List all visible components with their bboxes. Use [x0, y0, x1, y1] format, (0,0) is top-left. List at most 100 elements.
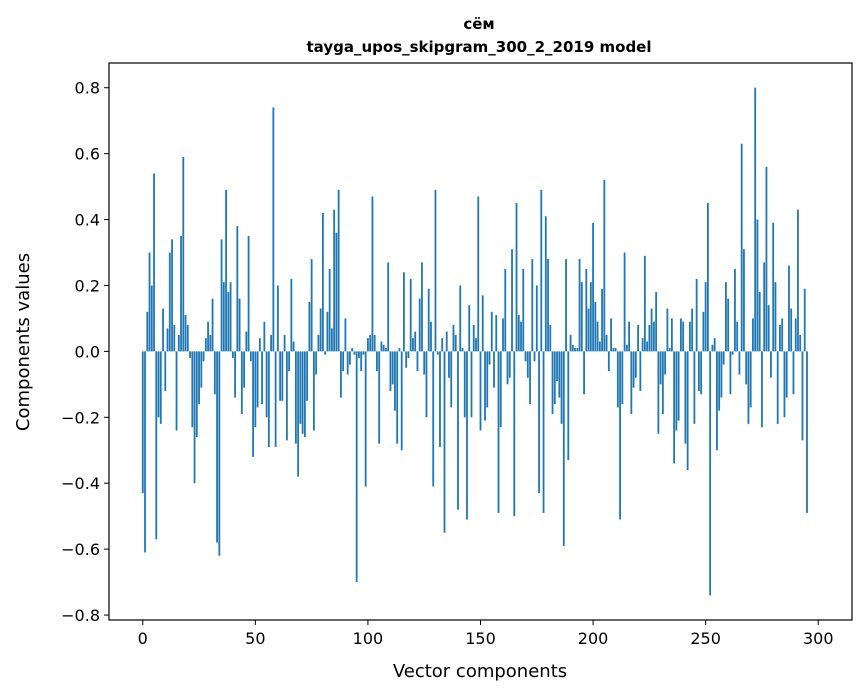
bar	[382, 344, 385, 352]
bar	[479, 351, 482, 431]
bar	[520, 321, 522, 352]
bar	[475, 338, 477, 352]
bar	[648, 325, 651, 352]
bar	[495, 315, 498, 352]
x-tick-label: 250	[690, 629, 721, 648]
bar	[684, 351, 687, 444]
bar	[544, 216, 547, 352]
bar	[247, 236, 250, 352]
bar	[308, 301, 311, 352]
bar	[493, 351, 495, 388]
bar	[148, 252, 151, 352]
bar	[441, 338, 444, 352]
bar	[511, 249, 513, 352]
bar	[767, 305, 770, 352]
bar	[610, 318, 612, 352]
bar	[150, 285, 153, 352]
bar	[416, 351, 419, 372]
bar	[358, 351, 360, 358]
bar	[560, 351, 563, 424]
bar	[403, 272, 405, 352]
bar	[234, 351, 236, 398]
bar	[225, 189, 227, 352]
y-tick-label: 0.4	[75, 211, 100, 230]
bar	[589, 282, 592, 352]
bar	[614, 348, 617, 352]
y-tick-label: 0.8	[75, 79, 100, 98]
bar	[740, 143, 743, 352]
bar	[425, 351, 428, 418]
bar	[303, 351, 306, 438]
bar	[490, 311, 493, 352]
bar	[513, 351, 516, 517]
bar	[200, 351, 203, 388]
bar	[400, 351, 403, 451]
bar	[364, 351, 367, 487]
bar	[661, 351, 664, 415]
bar	[666, 308, 669, 352]
bar	[398, 348, 401, 352]
x-tick-label: 300	[803, 629, 834, 648]
bar	[477, 196, 480, 352]
bar	[346, 351, 349, 375]
bar	[488, 351, 491, 365]
bar	[182, 156, 185, 352]
bar	[466, 351, 468, 520]
bar	[202, 351, 205, 362]
bar	[725, 282, 727, 352]
bar	[321, 212, 324, 352]
bar	[580, 282, 583, 352]
bar	[673, 351, 676, 464]
bar	[285, 351, 288, 441]
bar	[344, 318, 347, 352]
bar	[578, 259, 581, 352]
bar	[394, 351, 396, 411]
bar	[254, 351, 257, 428]
y-tick-label: −0.8	[61, 606, 100, 625]
bar	[448, 351, 450, 378]
bar	[195, 351, 198, 438]
bar	[236, 226, 239, 352]
bar	[632, 351, 635, 388]
bar	[783, 351, 786, 418]
bar	[515, 203, 518, 352]
bar	[643, 255, 646, 352]
bar	[529, 351, 531, 405]
y-tick-label: 0.6	[75, 145, 100, 164]
bar	[571, 344, 574, 352]
bar	[162, 308, 164, 352]
bar	[785, 351, 788, 398]
bar	[297, 351, 300, 477]
bar	[484, 351, 486, 421]
bar	[301, 351, 304, 434]
bar	[774, 282, 777, 352]
bar	[664, 351, 667, 375]
bar	[193, 351, 196, 484]
bar	[371, 196, 374, 352]
bar	[385, 348, 387, 352]
bar	[380, 341, 383, 352]
bar	[261, 351, 263, 405]
bar	[716, 351, 718, 451]
bar	[376, 351, 378, 372]
bars-group	[141, 87, 808, 596]
bar	[274, 351, 277, 447]
bar	[596, 321, 599, 352]
bar	[657, 351, 660, 434]
bar	[659, 351, 662, 385]
bar	[535, 285, 538, 352]
bar	[180, 236, 182, 352]
bar	[625, 344, 628, 352]
bar	[335, 232, 338, 352]
bar	[603, 180, 606, 352]
bar	[211, 298, 214, 352]
plot-frame	[108, 62, 853, 621]
bar	[522, 268, 525, 352]
bar	[331, 328, 333, 352]
bar	[168, 252, 171, 352]
bar	[184, 315, 187, 352]
bar	[281, 351, 284, 401]
bar	[436, 351, 439, 355]
bar	[157, 351, 160, 418]
bar	[765, 166, 768, 352]
